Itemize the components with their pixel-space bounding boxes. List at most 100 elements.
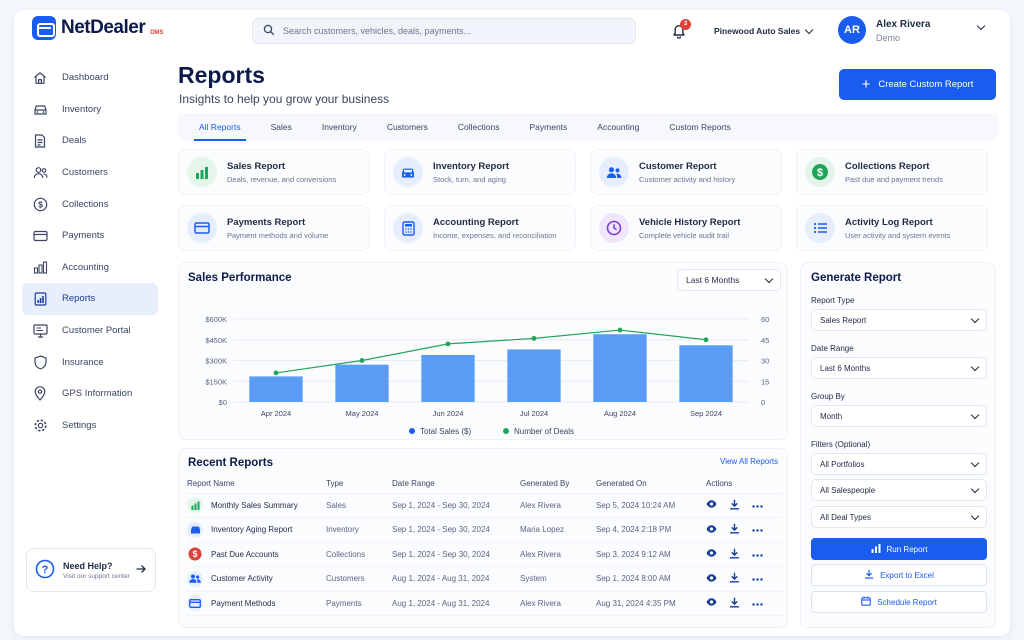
sidebar-item-settings[interactable]: Settings [22, 410, 158, 442]
customer-report-card[interactable]: Customer Report Customer activity and his… [590, 149, 782, 195]
download-icon[interactable] [729, 548, 740, 561]
view-all-reports-link[interactable]: View All Reports [720, 457, 779, 466]
report-name-cell[interactable]: Payment Methods [187, 591, 326, 616]
dealership-selector[interactable]: Pinewood Auto Sales [714, 25, 814, 36]
sidebar-item-deals[interactable]: Deals [22, 125, 158, 157]
report-name-cell[interactable]: Inventory Aging Report [187, 517, 326, 543]
sidebar-item-gps-information[interactable]: GPS Information [22, 378, 158, 410]
table-row[interactable]: Inventory Aging Report Inventory Sep 1, … [187, 517, 783, 543]
tab-customers[interactable]: Customers [386, 122, 428, 132]
more-options-icon[interactable] [752, 599, 763, 608]
tab-inventory[interactable]: Inventory [321, 122, 357, 132]
tab-sales[interactable]: Sales [270, 122, 292, 132]
report-type-label: Report Type [811, 296, 855, 305]
y-left-tick-label: $150K [205, 377, 227, 386]
view-icon[interactable] [706, 525, 717, 535]
table-row[interactable]: Monthly Sales Summary Sales Sep 1, 2024 … [187, 493, 783, 518]
table-row[interactable]: Customer Activity Customers Aug 1, 2024 … [187, 566, 783, 592]
tab-custom-reports[interactable]: Custom Reports [669, 122, 731, 132]
sidebar-item-reports[interactable]: Reports [22, 283, 158, 315]
inventory-report-card[interactable]: Inventory Report Stock, turn, and aging [384, 149, 576, 195]
download-icon[interactable] [729, 597, 740, 610]
more-options-icon[interactable] [752, 550, 763, 559]
activity-log-report-card[interactable]: Activity Log Report User activity and sys… [796, 205, 988, 251]
view-icon[interactable] [706, 549, 717, 559]
column-header[interactable]: Date Range [392, 475, 520, 494]
column-header[interactable]: Generated By [520, 475, 596, 494]
export-to-excel-button[interactable]: Export to Excel [811, 564, 987, 586]
view-icon[interactable] [706, 500, 717, 510]
report-name-cell[interactable]: Customer Activity [187, 566, 326, 592]
y-left-tick-label: $0 [219, 398, 227, 407]
avatar[interactable]: AR [838, 16, 866, 44]
sidebar-item-accounting[interactable]: Accounting [22, 252, 158, 284]
more-options-icon[interactable] [752, 574, 763, 583]
salesperson-filter-select[interactable]: All Salespeople [811, 479, 987, 501]
row-actions [706, 493, 783, 518]
report-date-range: Aug 1, 2024 - Aug 31, 2024 [392, 591, 520, 616]
payments-report-card[interactable]: Payments Report Payment methods and volum… [178, 205, 370, 251]
bar-chart-icon [871, 543, 881, 555]
create-custom-report-button[interactable]: + Create Custom Report [839, 69, 996, 100]
report-type-select[interactable]: Sales Report [811, 309, 987, 331]
date-range-field[interactable]: Last 6 Months [811, 357, 987, 379]
sales-report-card[interactable]: Sales Report Deals, revenue, and conversi… [178, 149, 370, 195]
group-by-label: Group By [811, 392, 845, 401]
sidebar-item-dashboard[interactable]: Dashboard [22, 62, 158, 94]
collections-report-card[interactable]: $ Collections Report Past due and payment… [796, 149, 988, 195]
vehicle-history-report-card[interactable]: Vehicle History Report Complete vehicle a… [590, 205, 782, 251]
table-row[interactable]: $ Past Due Accounts Collections Sep 1, 2… [187, 542, 783, 567]
sidebar-item-label: Insurance [62, 356, 104, 368]
deals-point [617, 327, 623, 333]
sidebar-item-customer-portal[interactable]: Customer Portal [22, 315, 158, 347]
sales-bar [679, 345, 733, 402]
sidebar-item-insurance[interactable]: Insurance [22, 346, 158, 378]
sidebar-item-inventory[interactable]: Inventory [22, 94, 158, 126]
card-description: Complete vehicle audit trail [639, 230, 730, 240]
view-icon[interactable] [706, 574, 717, 584]
accounting-report-card[interactable]: Accounting Report Income, expenses, and r… [384, 205, 576, 251]
more-options-icon[interactable] [752, 501, 763, 510]
brand-name: NetDealer [61, 17, 146, 38]
deal-type-filter-select[interactable]: All Deal Types [811, 506, 987, 528]
tab-payments[interactable]: Payments [529, 122, 568, 132]
report-tabs: All Reports Sales Inventory Customers Co… [178, 113, 998, 141]
sidebar-item-collections[interactable]: $ Collections [22, 188, 158, 220]
report-name-cell[interactable]: $ Past Due Accounts [187, 542, 326, 567]
view-icon[interactable] [706, 598, 717, 608]
y-right-tick-label: 30 [761, 357, 769, 366]
user-menu-chevron-icon[interactable] [976, 21, 986, 31]
download-icon[interactable] [729, 572, 740, 585]
column-header[interactable]: Report Name [187, 475, 326, 494]
more-options-icon[interactable] [752, 525, 763, 534]
download-icon[interactable] [729, 523, 740, 536]
dollar-icon: $ [187, 546, 203, 562]
portfolio-filter-select[interactable]: All Portfolios [811, 453, 987, 475]
report-name-cell[interactable]: Monthly Sales Summary [187, 493, 326, 518]
sidebar-item-customers[interactable]: Customers [22, 157, 158, 189]
download-icon[interactable] [729, 499, 740, 512]
column-header[interactable]: Type [326, 475, 392, 494]
group-by-select[interactable]: Month [811, 405, 987, 427]
tab-all-reports[interactable]: All Reports [184, 113, 256, 141]
tab-collections[interactable]: Collections [457, 122, 500, 132]
users-icon [32, 165, 48, 181]
run-report-button[interactable]: Run Report [811, 538, 987, 560]
monitor-icon [32, 323, 48, 339]
column-header[interactable]: Generated On [596, 475, 706, 494]
x-tick-label: Sep 2024 [690, 409, 722, 418]
table-row[interactable]: Payment Methods Payments Aug 1, 2024 - A… [187, 591, 783, 616]
salesperson-filter-value: All Salespeople [820, 485, 876, 495]
global-search[interactable] [252, 18, 636, 44]
schedule-report-button[interactable]: Schedule Report [811, 591, 987, 613]
sidebar-item-payments[interactable]: Payments [22, 220, 158, 252]
card-description: Stock, turn, and aging [433, 174, 506, 184]
help-card[interactable]: ? Need Help? Visit our support center [26, 548, 156, 592]
brand-logo[interactable]: NetDealer DMS [32, 16, 164, 40]
bell-icon[interactable] [670, 22, 688, 40]
report-type: Collections [326, 542, 392, 567]
chevron-down-icon [970, 484, 980, 493]
search-input[interactable] [283, 26, 613, 36]
tab-accounting[interactable]: Accounting [597, 122, 640, 132]
date-range-select[interactable]: Last 6 Months [677, 269, 781, 291]
